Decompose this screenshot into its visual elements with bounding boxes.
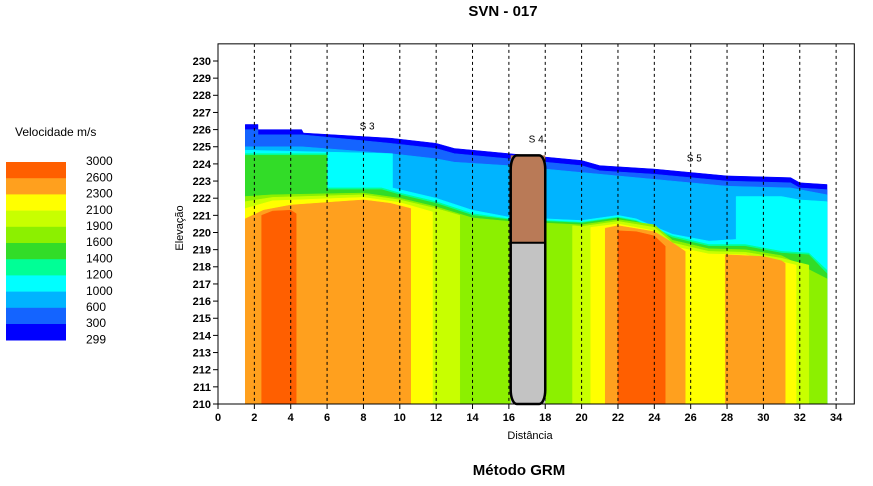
x-tick-label: 28 bbox=[721, 412, 733, 424]
legend-label: 1400 bbox=[86, 251, 113, 265]
legend-label: 3000 bbox=[86, 154, 113, 168]
x-tick-label: 32 bbox=[794, 412, 806, 424]
legend-swatch bbox=[6, 243, 66, 260]
legend-swatch bbox=[6, 307, 66, 325]
legend-label: 1000 bbox=[86, 284, 113, 298]
x-tick-label: 22 bbox=[612, 412, 624, 424]
y-axis-label: Elevação bbox=[174, 205, 186, 250]
borehole-layer bbox=[510, 155, 546, 243]
y-tick-label: 219 bbox=[193, 245, 211, 257]
legend-label: 1900 bbox=[86, 219, 113, 233]
x-tick-label: 12 bbox=[430, 412, 442, 424]
x-tick-label: 20 bbox=[575, 412, 587, 424]
legend-label: 299 bbox=[86, 332, 106, 346]
legend-label: 600 bbox=[86, 300, 106, 314]
y-tick-label: 214 bbox=[193, 330, 212, 342]
x-tick-label: 14 bbox=[466, 412, 479, 424]
legend-label: 2600 bbox=[86, 170, 113, 184]
borehole-label: S 5 bbox=[687, 153, 702, 164]
y-tick-label: 222 bbox=[193, 193, 211, 205]
x-tick-label: 18 bbox=[539, 412, 551, 424]
y-tick-label: 217 bbox=[193, 279, 211, 291]
legend-label: 300 bbox=[86, 316, 106, 330]
x-tick-label: 4 bbox=[288, 412, 295, 424]
y-tick-label: 210 bbox=[193, 399, 211, 411]
y-tick-label: 212 bbox=[193, 365, 211, 377]
legend-label: 1200 bbox=[86, 268, 113, 282]
legend-swatch bbox=[6, 194, 66, 211]
y-tick-label: 223 bbox=[193, 176, 211, 188]
x-tick-label: 24 bbox=[648, 412, 661, 424]
y-tick-label: 230 bbox=[193, 56, 211, 68]
borehole-label: S 3 bbox=[360, 122, 375, 133]
x-tick-label: 10 bbox=[394, 412, 406, 424]
x-tick-label: 30 bbox=[757, 412, 769, 424]
y-tick-label: 213 bbox=[193, 347, 211, 359]
legend-swatch bbox=[6, 226, 66, 244]
plot-frame bbox=[217, 43, 855, 405]
y-tick-label: 215 bbox=[193, 313, 211, 325]
legend-swatch bbox=[6, 275, 66, 292]
chart-title: SVN - 017 bbox=[468, 3, 537, 20]
legend-swatch bbox=[6, 178, 66, 195]
x-tick-label: 2 bbox=[251, 412, 257, 424]
y-tick-label: 225 bbox=[193, 142, 211, 154]
legend-swatch bbox=[6, 162, 66, 179]
legend-swatch bbox=[6, 259, 66, 276]
legend-title: Velocidade m/s bbox=[15, 125, 96, 139]
overlay: S 3S 4S 50 2 4 6 8 10 12 14 16 18 20 22 24 26 28 30 32 34… bbox=[193, 43, 855, 424]
borehole-layer bbox=[510, 242, 546, 404]
x-tick-label: 34 bbox=[830, 412, 843, 424]
legend-label: 2100 bbox=[86, 203, 113, 217]
legend-swatch bbox=[6, 291, 66, 309]
borehole-label: S 4 bbox=[529, 135, 544, 146]
y-tick-label: 229 bbox=[193, 73, 211, 85]
x-tick-label: 8 bbox=[360, 412, 366, 424]
x-axis-label: Distância bbox=[507, 430, 553, 442]
y-tick-label: 226 bbox=[193, 125, 211, 137]
y-tick-label: 211 bbox=[193, 382, 211, 394]
y-tick-label: 216 bbox=[193, 296, 211, 308]
velocity-region bbox=[617, 230, 666, 405]
velocity-region bbox=[724, 254, 786, 405]
y-tick-label: 224 bbox=[193, 159, 212, 171]
x-tick-label: 16 bbox=[503, 412, 515, 424]
y-tick-label: 227 bbox=[193, 107, 211, 119]
y-tick-label: 221 bbox=[193, 210, 211, 222]
y-tick-label: 220 bbox=[193, 227, 211, 239]
legend-label: 2300 bbox=[86, 187, 113, 201]
x-tick-label: 26 bbox=[685, 412, 697, 424]
x-tick-label: 6 bbox=[324, 412, 330, 424]
legend-label: 1600 bbox=[86, 235, 113, 249]
legend-swatch bbox=[6, 210, 66, 228]
y-tick-label: 228 bbox=[193, 90, 211, 102]
y-tick-label: 218 bbox=[193, 262, 211, 274]
footer-title: Método GRM bbox=[473, 462, 565, 479]
legend-swatch bbox=[6, 324, 66, 341]
x-tick-label: 0 bbox=[215, 412, 221, 424]
